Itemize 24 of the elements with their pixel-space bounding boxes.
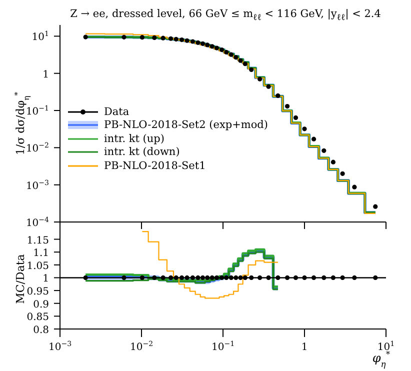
y-tick-label: 1.1: [33, 248, 49, 260]
y-tick-label: 10$^{−4}$: [26, 216, 50, 229]
y-tick-label: 1.05: [26, 260, 49, 272]
y-tick-label: 0.95: [26, 286, 49, 298]
y-tick-label: 1.15: [26, 235, 49, 246]
y-axis-title: MC/Data: [14, 254, 27, 304]
legend-label: Data: [104, 106, 130, 118]
x-tick-label: 1: [301, 342, 308, 353]
x-tick-label: 10$^{−1}$: [211, 340, 235, 353]
legend-label: PB-NLO-2018-Set2 (exp+mod): [104, 119, 268, 132]
y-tick-label: 10$^{−1}$: [26, 104, 49, 118]
y-tick-label: 0.9: [33, 299, 49, 310]
legend-label: intr. kt (down): [104, 146, 180, 158]
chart-title: Z → ee, dressed level, 66 GeV ≤ m$_{ℓℓ}$ < 116 GeV, |y$_{ℓℓ}$| < 2.4: [69, 8, 382, 24]
legend-label: PB-NLO-2018-Set1: [104, 160, 206, 172]
y-tick-label: 1: [42, 69, 49, 80]
y-tick-label: 0.8: [33, 325, 49, 336]
x-tick-label: 10$^{−2}$: [130, 340, 154, 353]
y-tick-label: 10$^{−3}$: [26, 178, 49, 192]
y-tick-label: 10$^{1}$: [32, 30, 49, 44]
y-tick-label: 1: [42, 274, 49, 285]
y-tick-label: 0.85: [26, 312, 49, 324]
y-tick-label: 10$^{−2}$: [26, 142, 49, 155]
legend-label: intr. kt (up): [104, 132, 164, 145]
